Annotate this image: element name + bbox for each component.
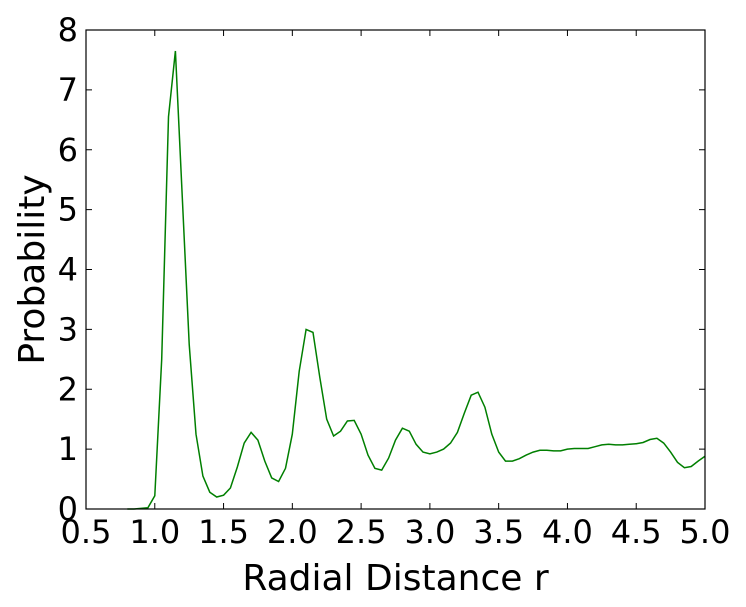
y-tick-label: 6 — [58, 131, 78, 169]
x-tick-label: 5.0 — [680, 513, 731, 551]
axis-ticks — [85, 29, 706, 510]
x-tick-label: 4.5 — [611, 513, 662, 551]
y-tick-label: 8 — [58, 11, 78, 49]
y-tick-label: 1 — [58, 430, 78, 468]
plot-frame — [85, 29, 706, 510]
y-axis-label: Probability — [12, 174, 53, 364]
y-tick-label: 5 — [58, 191, 78, 229]
x-tick-label: 1.5 — [198, 513, 249, 551]
y-tick-label: 7 — [58, 71, 78, 109]
x-tick-label: 2.0 — [267, 513, 318, 551]
x-tick-label: 1.0 — [129, 513, 180, 551]
x-tick-label: 2.5 — [336, 513, 387, 551]
x-tick-label: 4.0 — [542, 513, 593, 551]
x-tick-label: 0.5 — [61, 513, 112, 551]
tick-labels: 0.5 1.0 1.5 2.0 2.5 3.0 3.5 4.0 4.5 5.0 0 1 2 3 4 5 6 7 8 — [58, 11, 731, 551]
y-tick-label: 4 — [58, 251, 78, 289]
series-line — [127, 50, 706, 510]
x-tick-label: 3.5 — [473, 513, 524, 551]
y-tick-label: 2 — [58, 370, 78, 408]
y-tick-label: 0 — [58, 490, 78, 528]
x-tick-label: 3.0 — [404, 513, 455, 551]
y-tick-label: 3 — [58, 310, 78, 348]
x-axis-label: Radial Distance r — [242, 558, 548, 599]
